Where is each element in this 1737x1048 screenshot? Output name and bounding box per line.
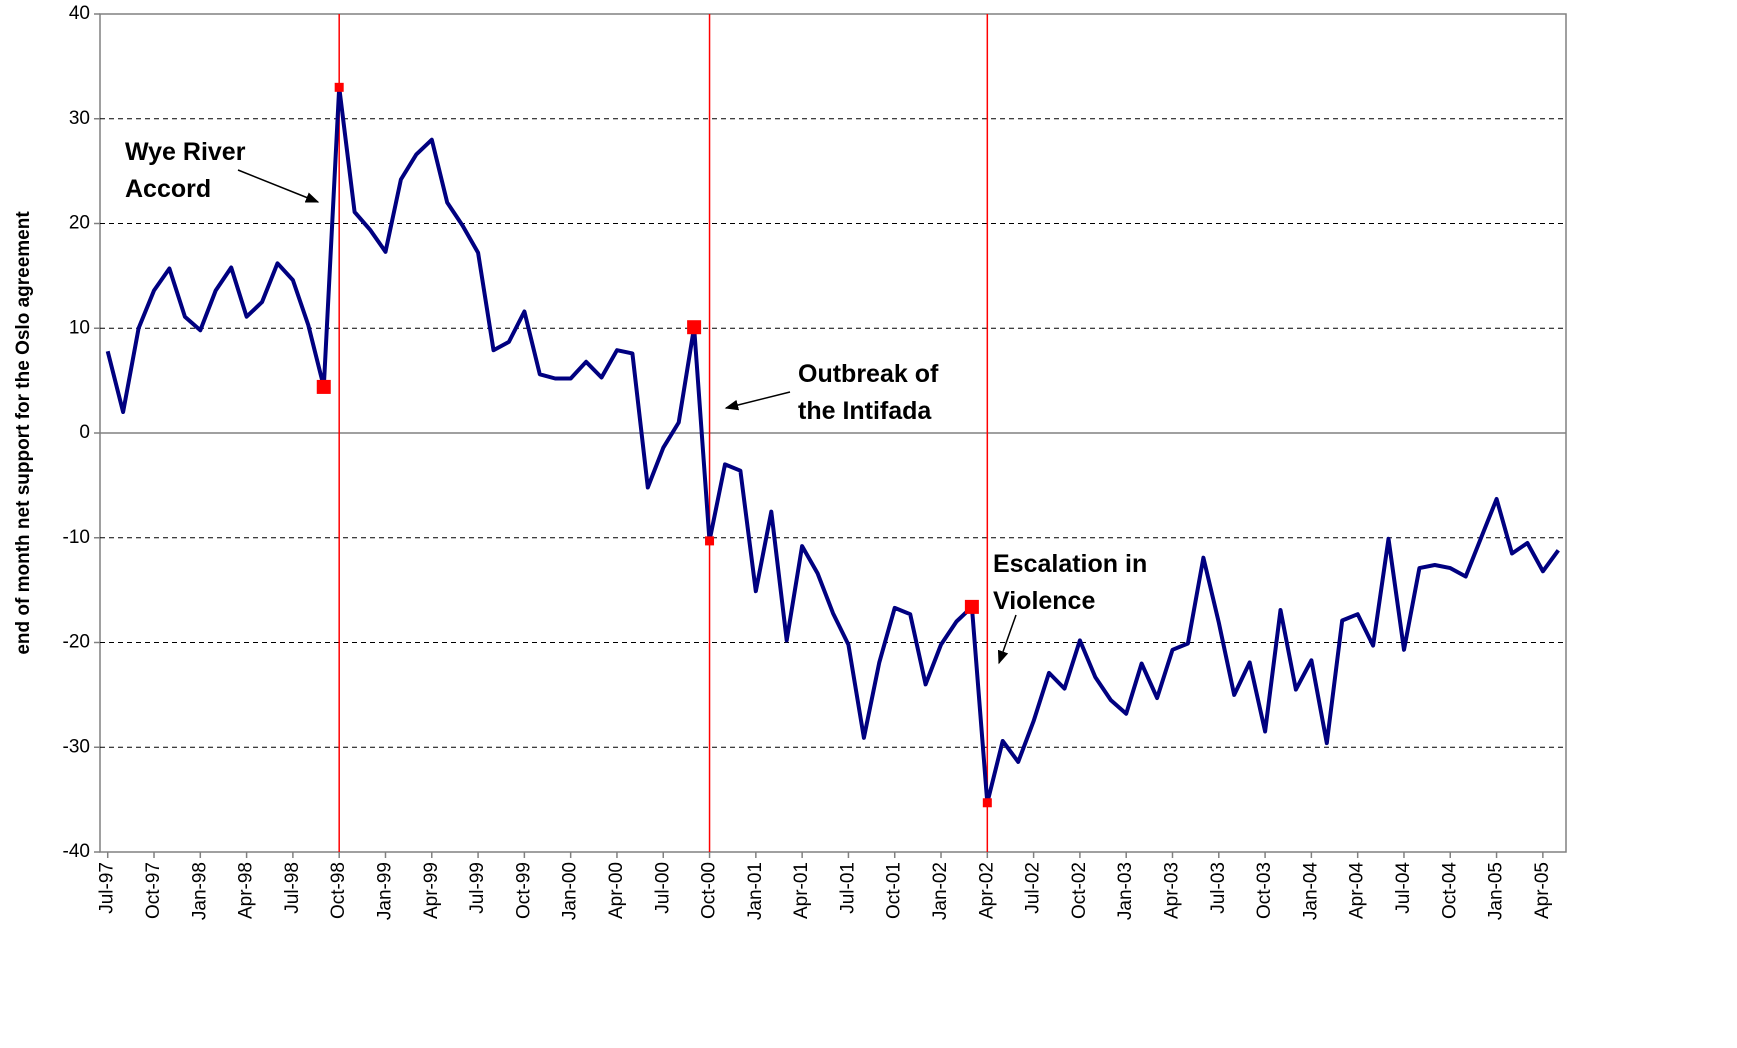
annotation-text: the Intifada [798, 397, 932, 425]
x-tick-label: Oct-99 [513, 862, 534, 919]
x-tick-label: Oct-00 [699, 862, 720, 919]
y-tick-label: -30 [63, 736, 90, 757]
annotation-text: Outbreak of [798, 360, 939, 388]
x-tick-label: Jul-99 [467, 862, 488, 914]
x-tick-label: Oct-01 [884, 862, 905, 919]
x-tick-label: Oct-03 [1254, 862, 1275, 919]
data-line [105, 85, 1560, 805]
x-tick-label: Jan-99 [374, 862, 395, 920]
x-tick-label: Jul-03 [1208, 862, 1229, 914]
x-tick-label: Jul-98 [282, 862, 303, 914]
point-marker [705, 536, 715, 546]
x-tick-label: Jan-98 [189, 862, 210, 920]
x-tick-label: Jan-02 [930, 862, 951, 920]
x-tick-label: Jul-04 [1393, 862, 1414, 914]
x-tick-label: Apr-00 [606, 862, 627, 919]
x-tick-label: Jan-04 [1300, 862, 1321, 921]
y-tick-label: 30 [69, 108, 90, 129]
x-tick-label: Apr-01 [791, 862, 812, 919]
point-marker [982, 798, 992, 808]
annotation-text: Escalation in [993, 550, 1147, 578]
point-marker [964, 599, 979, 614]
annotation-arrow [997, 614, 1017, 665]
y-axis-label: end of month net support for the Oslo ag… [13, 211, 34, 655]
x-tick-label: Apr-05 [1532, 862, 1553, 919]
x-tick-label: Apr-03 [1162, 862, 1183, 919]
x-tick-label: Oct-04 [1439, 862, 1460, 919]
x-tick-label: Apr-99 [421, 862, 442, 919]
y-tick-label: 10 [69, 317, 90, 338]
y-tick-label: 0 [79, 422, 90, 443]
annotation-text: Wye River [125, 138, 246, 166]
point-marker [334, 82, 344, 92]
y-tick-label: -40 [63, 841, 90, 862]
x-tick-label: Oct-02 [1069, 862, 1090, 919]
y-tick-label: -20 [63, 632, 90, 653]
point-marker [316, 379, 331, 394]
x-tick-label: Apr-02 [976, 862, 997, 919]
x-tick-label: Jul-01 [837, 862, 858, 914]
x-tick-label: Oct-97 [143, 862, 164, 919]
annotation-text: Violence [993, 587, 1095, 615]
x-tick-label: Jan-01 [745, 862, 766, 920]
annotation-arrow [237, 169, 320, 203]
x-tick-label: Apr-98 [236, 862, 257, 919]
x-tick-label: Jan-00 [560, 862, 581, 920]
x-tick-label: Jul-02 [1023, 862, 1044, 914]
y-tick-label: -10 [63, 527, 90, 548]
point-marker [687, 320, 702, 335]
x-tick-label: Jul-00 [652, 862, 673, 914]
x-tick-label: Oct-98 [328, 862, 349, 919]
y-tick-label: 40 [69, 3, 90, 24]
x-tick-label: Jul-97 [97, 862, 118, 914]
x-tick-label: Jan-03 [1115, 862, 1136, 920]
annotation-text: Accord [125, 175, 211, 203]
annotation-arrow [724, 391, 791, 411]
x-tick-label: Apr-04 [1347, 862, 1368, 919]
x-tick-label: Jan-05 [1486, 862, 1507, 920]
y-tick-label: 20 [69, 213, 90, 234]
